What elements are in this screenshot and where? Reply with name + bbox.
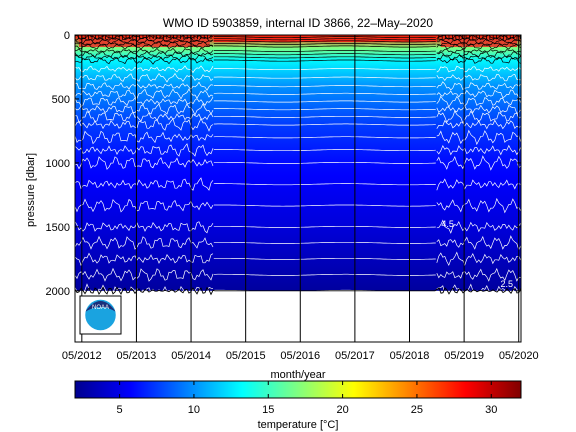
isotherm-contour (75, 197, 521, 214)
y-axis-label: pressure [dbar] (25, 153, 37, 227)
colorbar-tick-label: 10 (188, 404, 200, 416)
chart-title: WMO ID 5903859, internal ID 3866, 22–May… (163, 16, 433, 30)
y-tick-label: 1000 (46, 158, 70, 170)
x-tick-label: 05/2014 (171, 350, 211, 362)
colorbar-axis: 5 10 15 20 25 30 (117, 381, 497, 416)
x-axis: 05/2012 05/2013 05/2014 05/2015 05/2016 05/20… (62, 35, 539, 362)
isotherm-contour (75, 251, 521, 267)
isotherm-contour (75, 235, 521, 251)
isotherm-contour (75, 65, 521, 74)
colorbar-tick-label: 20 (336, 404, 348, 416)
colorbar-label: temperature [°C] (258, 419, 339, 431)
noaa-logo: NOAA (79, 295, 122, 335)
isotherm-contour (75, 155, 521, 171)
plot-area: 4.5 2.5 (75, 35, 521, 299)
isotherm-contour (75, 38, 521, 45)
plot-frame (74, 34, 522, 343)
contour-label: 2.5 (501, 279, 514, 289)
x-tick-label: 05/2017 (335, 350, 375, 362)
isotherm-contour (75, 129, 521, 146)
isotherm-contour (75, 43, 521, 50)
isotherm-contour (75, 95, 521, 108)
colorbar-tick-label: 30 (485, 404, 497, 416)
x-tick-label: 05/2013 (117, 350, 157, 362)
noaa-logo-text: NOAA (92, 305, 109, 311)
y-tick-label: 2000 (46, 286, 70, 298)
isotherm-contour (75, 50, 521, 58)
isotherm-contour (75, 40, 521, 48)
profile-bottom-edge (75, 286, 521, 296)
isotherm-contour (75, 110, 521, 124)
contour-label: 4.5 (441, 219, 454, 229)
y-tick-label: 1500 (46, 222, 70, 234)
isotherm-contour (75, 267, 521, 282)
colorbar-tick-label: 25 (411, 404, 423, 416)
y-tick-label: 0 (64, 30, 70, 42)
isotherm-contour (75, 54, 521, 61)
x-tick-label: 05/2020 (499, 350, 539, 362)
colorbar (74, 380, 522, 399)
isotherm-contour (75, 143, 521, 157)
isotherm-contour (75, 88, 521, 100)
y-tick-label: 500 (52, 94, 70, 106)
x-tick-label: 05/2015 (226, 350, 266, 362)
x-tick-label: 05/2019 (444, 350, 484, 362)
x-tick-label: 05/2012 (62, 350, 102, 362)
surface-warm-layer (213, 38, 437, 42)
colorbar-label-text: temperature [°C] (258, 419, 339, 431)
x-axis-label: month/year (270, 369, 325, 381)
isotherm-contour (75, 47, 521, 55)
colorbar-tick-label: 15 (262, 404, 274, 416)
x-tick-label: 05/2018 (390, 350, 430, 362)
isotherm-contour (75, 219, 521, 234)
isotherm-contour (75, 117, 521, 132)
isotherm-contour (75, 81, 521, 91)
y-axis: 0 500 1000 1500 2000 (46, 30, 521, 298)
isotherm-contour (75, 72, 521, 83)
x-tick-label: 05/2016 (280, 350, 320, 362)
isotherm-contour (75, 102, 521, 116)
surface-warm-patch-early (79, 38, 210, 47)
surface-warm-patch-late (440, 38, 517, 47)
isotherm-contour (75, 177, 521, 191)
colorbar-tick-label: 5 (117, 404, 123, 416)
